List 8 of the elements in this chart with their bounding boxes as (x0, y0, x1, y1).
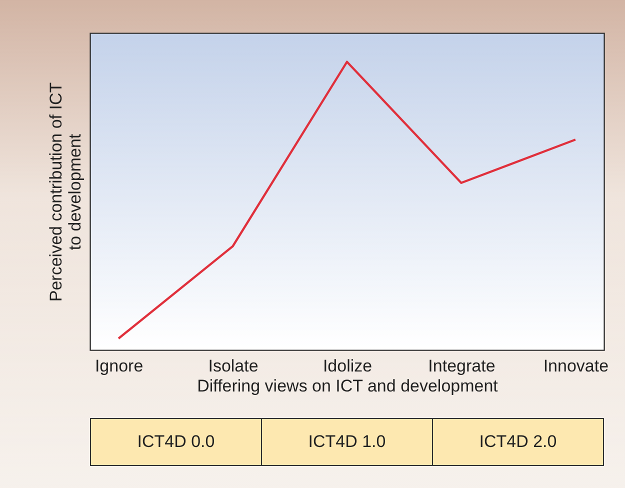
x-tick-label: Innovate (543, 356, 609, 376)
stage-table: ICT4D 0.0 ICT4D 1.0 ICT4D 2.0 (90, 418, 604, 466)
x-tick-label: Idolize (322, 356, 372, 376)
x-tick-label: Ignore (94, 356, 144, 376)
y-axis-title: Perceived contribution of ICT to development (46, 82, 84, 302)
x-tick-label: Integrate (428, 356, 496, 376)
x-axis-title: Differing views on ICT and development (197, 376, 498, 396)
x-tick-label: Isolate (208, 356, 258, 376)
